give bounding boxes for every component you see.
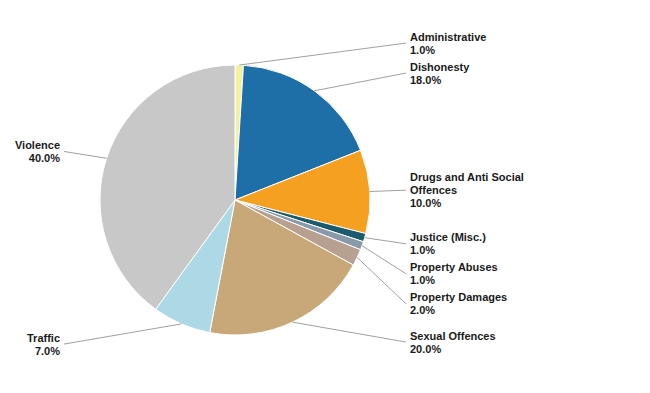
- slice-label: Justice (Misc.): [410, 231, 486, 243]
- slice-label-line: Dishonesty: [410, 61, 470, 73]
- leader-line: [239, 43, 406, 65]
- leader-line: [357, 257, 406, 303]
- slice-label-line: Traffic: [27, 332, 60, 344]
- slice-label-line: Violence: [15, 139, 60, 151]
- leader-line: [362, 246, 406, 274]
- leader-line: [365, 238, 406, 244]
- slice-label: Dishonesty: [410, 61, 470, 73]
- labels: Administrative1.0%Dishonesty18.0%Drugs a…: [15, 31, 524, 357]
- slice-label-line: Drugs and Anti Social: [410, 171, 524, 183]
- data-label: 18.0%: [410, 74, 441, 86]
- data-label: 7.0%: [35, 345, 60, 357]
- slice-label: Violence: [15, 139, 60, 151]
- data-label: 10.0%: [410, 197, 441, 209]
- slice-label: Property Abuses: [410, 261, 498, 273]
- slice-label: Property Damages: [410, 291, 507, 303]
- slice-label-line: Property Damages: [410, 291, 507, 303]
- data-label: 1.0%: [410, 44, 435, 56]
- pie-wedge: [100, 65, 235, 309]
- leader-line: [370, 190, 406, 191]
- slice-label-line: Sexual Offences: [410, 330, 496, 342]
- slice-label: Administrative: [410, 31, 486, 43]
- wedges: [100, 65, 370, 335]
- slice-label-line: Administrative: [410, 31, 486, 43]
- leader-line: [64, 324, 181, 344]
- leader-line: [314, 73, 406, 91]
- chart-svg: Administrative1.0%Dishonesty18.0%Drugs a…: [0, 0, 650, 393]
- page: {"chart_data": {"type": "pie", "categori…: [0, 0, 650, 393]
- leader-line: [64, 151, 107, 158]
- slice-label: Traffic: [27, 332, 60, 344]
- slice-label: Sexual Offences: [410, 330, 496, 342]
- data-label: 40.0%: [29, 152, 60, 164]
- data-label: 20.0%: [410, 343, 441, 355]
- leader-line: [292, 322, 406, 342]
- slice-label-line: Property Abuses: [410, 261, 498, 273]
- data-label: 2.0%: [410, 304, 435, 316]
- data-label: 1.0%: [410, 244, 435, 256]
- slice-label: Drugs and Anti SocialOffences: [410, 171, 524, 196]
- leader-lines: [64, 43, 406, 344]
- slice-label-line: Offences: [410, 184, 457, 196]
- data-label: 1.0%: [410, 274, 435, 286]
- chart-container: Administrative1.0%Dishonesty18.0%Drugs a…: [0, 0, 650, 393]
- slice-label-line: Justice (Misc.): [410, 231, 486, 243]
